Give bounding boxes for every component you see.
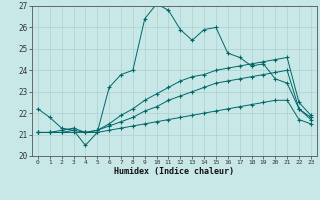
X-axis label: Humidex (Indice chaleur): Humidex (Indice chaleur) (115, 167, 234, 176)
